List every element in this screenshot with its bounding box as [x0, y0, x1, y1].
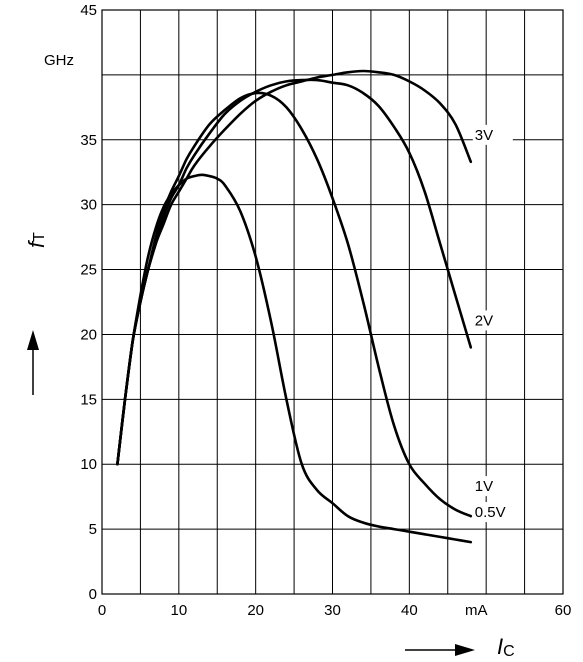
x-tick-label: 0	[98, 602, 106, 619]
y-tick-label: 20	[80, 326, 97, 343]
axis-titles: fT IC GHz mA	[24, 52, 515, 660]
y-tick-label: 25	[80, 262, 97, 279]
series-label-bg	[472, 502, 513, 523]
y-tick-label: 0	[89, 586, 97, 603]
x-axis-label: IC	[497, 634, 515, 660]
y-tick-label: 10	[80, 456, 97, 473]
y-tick-label: 30	[80, 197, 97, 214]
y-arrow-head	[27, 330, 39, 350]
y-tick-label: 5	[89, 521, 97, 538]
y-tick-label: 15	[80, 391, 97, 408]
y-tick-label: 45	[80, 2, 97, 19]
x-arrow-head	[455, 644, 475, 656]
y-tick-label: 35	[80, 132, 97, 149]
y-axis-label-main: f	[24, 239, 49, 248]
series-label-bg	[472, 310, 513, 331]
series-line	[116, 91, 473, 518]
x-tick-label: 30	[324, 602, 341, 619]
labels: 3V 2V 1V 0.5V	[472, 124, 513, 523]
y-axis-label: fT	[24, 232, 49, 248]
series-label: 2V	[475, 312, 493, 329]
series-label: 0.5V	[475, 504, 506, 521]
y-axis-label-sub: T	[31, 232, 48, 242]
series-line	[116, 173, 473, 544]
x-unit-label: mA	[465, 602, 488, 619]
x-axis-label-main: I	[497, 634, 503, 659]
x-tick-label: 10	[170, 602, 187, 619]
x-tick-label: 40	[401, 602, 418, 619]
curves	[116, 69, 473, 544]
plot-frame	[101, 9, 564, 595]
series-label: 1V	[475, 478, 493, 495]
x-axis-label-sub: C	[503, 643, 515, 660]
tick-labels: 0 5 10 15 20 25 30 35 45 0 10 20 30 40 60	[80, 2, 571, 619]
series-label: 3V	[475, 127, 493, 144]
x-tick-label: 60	[555, 602, 572, 619]
series-label-bg	[472, 476, 513, 497]
grid	[101, 9, 564, 595]
series-label-bg	[472, 124, 513, 145]
y-unit-label: GHz	[44, 52, 74, 69]
x-tick-label: 20	[247, 602, 264, 619]
